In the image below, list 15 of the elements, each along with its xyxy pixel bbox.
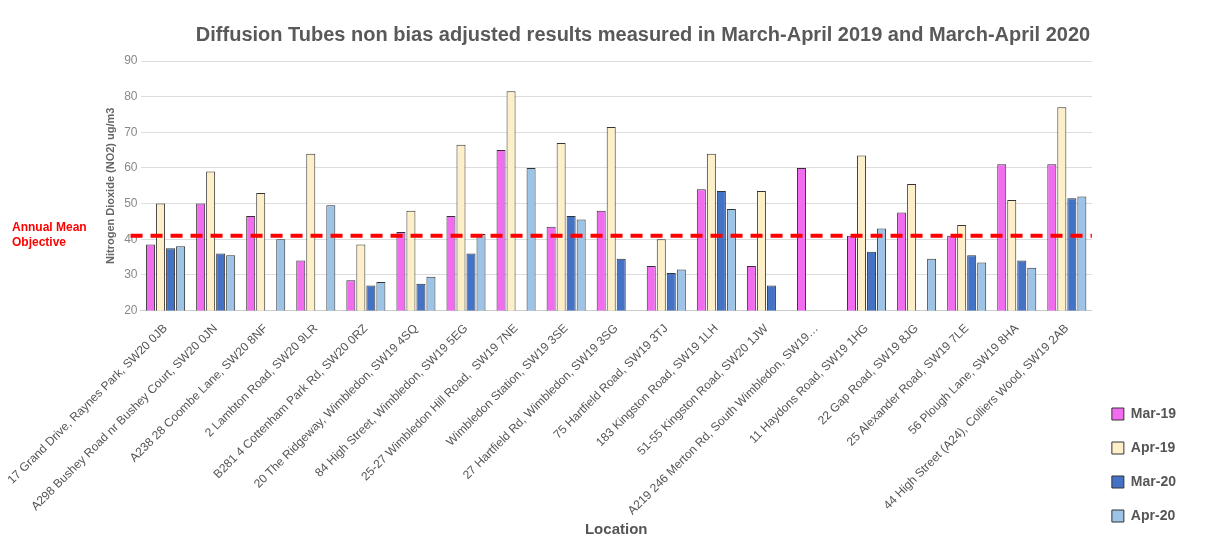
legend-label: Mar-20	[1130, 472, 1177, 489]
y-tick-label: 60	[124, 160, 138, 175]
y-axis-title: Nitrogen Dioxide (NO2) ug/m3	[103, 107, 116, 264]
chart-title: Diffusion Tubes non bias adjusted results measured in March-April 2019 and March-April 2020	[195, 22, 1091, 45]
legend-label: Apr-19	[1130, 438, 1176, 455]
y-tick-label: 30	[124, 267, 138, 282]
y-tick-label: 70	[124, 124, 138, 139]
legend-label: Apr-20	[1130, 506, 1176, 523]
y-tick-label: 20	[124, 302, 138, 317]
y-tick-label: 80	[124, 88, 138, 103]
x-axis-title: Location	[584, 520, 648, 538]
y-tick-label: 90	[124, 53, 138, 68]
ref-line-label: Annual Mean Objective	[12, 220, 87, 250]
legend-label: Mar-19	[1130, 404, 1177, 421]
y-tick-label: 50	[124, 195, 138, 210]
